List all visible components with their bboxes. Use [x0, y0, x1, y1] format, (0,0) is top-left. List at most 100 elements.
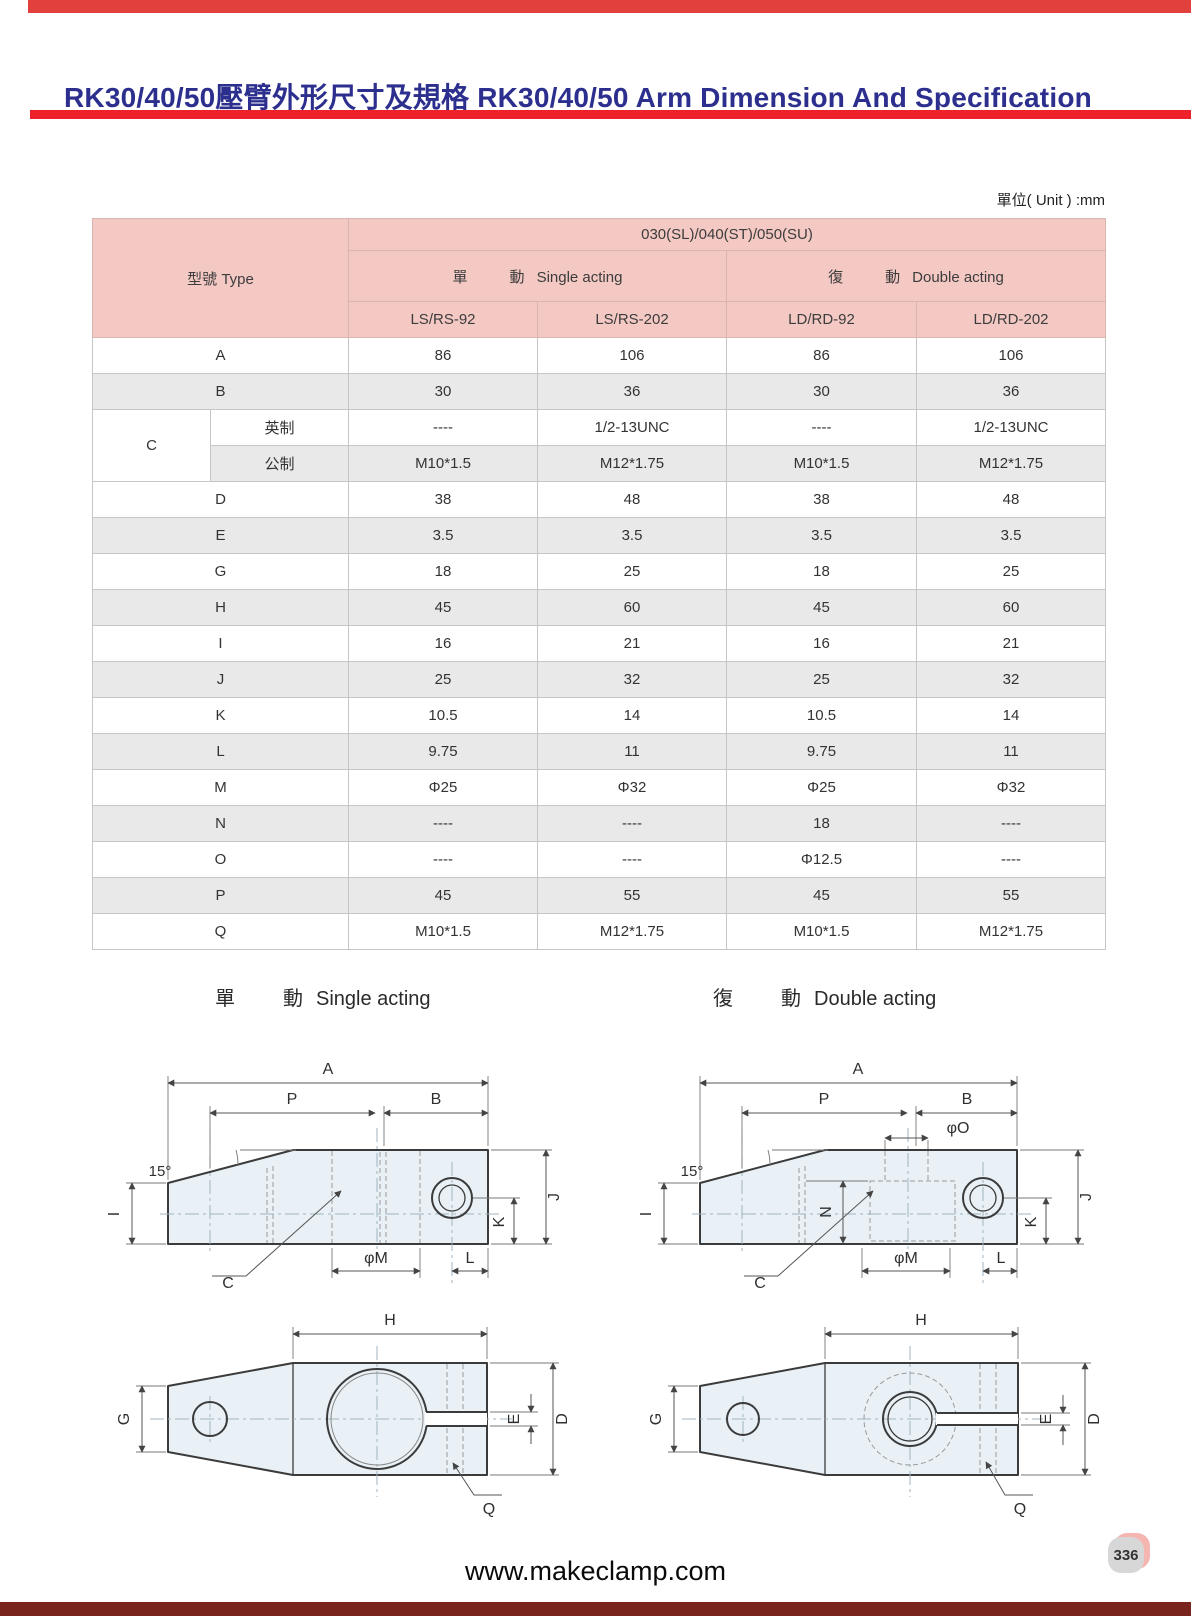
row-label-cell: G [92, 553, 349, 590]
bottom-maroon-bar [0, 1602, 1191, 1616]
dim-label-D: D [554, 1413, 571, 1425]
spec-value-cell: 16 [726, 625, 917, 662]
spec-value-cell: Φ32 [537, 769, 727, 806]
spec-value-cell: Φ25 [726, 769, 917, 806]
spec-value-cell: 9.75 [348, 733, 538, 770]
table-row: D 38 48 38 48 [92, 481, 1106, 518]
single-acting-top-view: H G D E Q [116, 1312, 571, 1518]
table-row: L 9.75 11 9.75 11 [92, 733, 1106, 770]
double-acting-cn1: 復 [828, 268, 844, 286]
spec-value-cell: ---- [537, 841, 727, 878]
dim-label-G: G [116, 1413, 133, 1425]
spec-value-cell: 86 [726, 337, 917, 374]
dim-label-Q: Q [1014, 1501, 1026, 1518]
spec-value-cell: M10*1.5 [726, 913, 917, 950]
spec-value-cell: 48 [537, 481, 727, 518]
dim-label-H: H [915, 1312, 927, 1329]
spec-value-cell: M10*1.5 [348, 445, 538, 482]
clamp-bolt-hole [431, 1177, 473, 1219]
page-number-badge: 336 [1108, 1533, 1152, 1575]
model-column-header: LD/RD-202 [916, 301, 1106, 338]
dim-label-H: H [384, 1312, 396, 1329]
dim-label-L: L [997, 1250, 1006, 1267]
spec-value-cell: 32 [537, 661, 727, 698]
title-underline-rule [30, 110, 1191, 119]
spec-value-cell: 36 [537, 373, 727, 410]
spec-value-cell: 48 [916, 481, 1106, 518]
page-title: RK30/40/50壓臂外形尺寸及規格 RK30/40/50 Arm Dimen… [64, 81, 1092, 113]
dim-label-J: J [1078, 1193, 1095, 1201]
row-label-cell: M [92, 769, 349, 806]
double-acting-top-view: H G D E Q [648, 1312, 1103, 1518]
spec-value-cell: 18 [348, 553, 538, 590]
single-acting-side-view: A P B 15° I J K C φM L [106, 1061, 563, 1292]
row-sublabel-cell: 英制 [210, 409, 349, 446]
spec-value-cell: Φ32 [916, 769, 1106, 806]
spec-value-cell: 86 [348, 337, 538, 374]
spec-value-cell: 10.5 [726, 697, 917, 734]
spec-value-cell: M12*1.75 [916, 445, 1106, 482]
dim-label-E: E [506, 1414, 523, 1425]
spec-value-cell: M10*1.5 [726, 445, 917, 482]
type-header-cell: 型號 Type [92, 218, 349, 338]
spec-value-cell: Φ25 [348, 769, 538, 806]
spec-table-container: 型號 Type 030(SL)/040(ST)/050(SU) 單 動 Single… [92, 218, 1106, 950]
spec-value-cell: 11 [537, 733, 727, 770]
spec-value-cell: 32 [916, 661, 1106, 698]
spec-value-cell: 3.5 [537, 517, 727, 554]
spec-value-cell: 55 [916, 877, 1106, 914]
dim-label-K: K [1023, 1216, 1040, 1227]
model-column-header: LS/RS-202 [537, 301, 727, 338]
spec-value-cell: M12*1.75 [537, 445, 727, 482]
dim-label-phiM: φM [894, 1250, 918, 1267]
single-acting-cn2: 動 [509, 268, 525, 286]
double-acting-side-view: A P B φO 15° I J K N C φM L [638, 1061, 1095, 1292]
spec-value-cell: 38 [726, 481, 917, 518]
dim-label-P: P [287, 1091, 298, 1108]
table-header-row-models: LS/RS-92 LS/RS-202 LD/RD-92 LD/RD-202 [93, 301, 1106, 338]
table-row: Q M10*1.5 M12*1.75 M10*1.5 M12*1.75 [92, 913, 1106, 950]
dim-label-I: I [106, 1212, 123, 1216]
dim-label-B: B [431, 1091, 442, 1108]
dim-label-P: P [819, 1091, 830, 1108]
page-number: 336 [1108, 1537, 1144, 1573]
model-column-header: LD/RD-92 [726, 301, 917, 338]
spec-value-cell: ---- [916, 805, 1106, 842]
spec-value-cell: 45 [348, 877, 538, 914]
spec-value-cell: 30 [348, 373, 538, 410]
spec-value-cell: 45 [726, 589, 917, 626]
table-row: N ---- ---- 18 ---- [92, 805, 1106, 842]
spec-value-cell: 25 [726, 661, 917, 698]
row-label-cell: C [92, 409, 211, 482]
double-acting-cn2: 動 [885, 268, 901, 286]
spec-value-cell: 45 [348, 589, 538, 626]
spec-value-cell: 55 [537, 877, 727, 914]
row-label-cell: A [92, 337, 349, 374]
single-acting-section-title: 單動 Single acting [215, 988, 431, 1010]
dim-label-phiM: φM [364, 1250, 388, 1267]
table-row: E 3.5 3.5 3.5 3.5 [92, 517, 1106, 554]
pivot-hole [192, 1401, 228, 1437]
unit-label: 單位( Unit ) :mm [996, 192, 1105, 209]
spec-value-cell: 14 [916, 697, 1106, 734]
spec-value-cell: ---- [348, 841, 538, 878]
spec-value-cell: 21 [916, 625, 1106, 662]
dim-label-angle: 15° [681, 1163, 704, 1180]
spec-value-cell: 36 [916, 373, 1106, 410]
row-label-cell: B [92, 373, 349, 410]
dim-label-G: G [648, 1413, 665, 1425]
dim-label-Q: Q [483, 1501, 495, 1518]
dim-label-angle: 15° [149, 1163, 172, 1180]
spec-value-cell: 45 [726, 877, 917, 914]
spec-value-cell: ---- [348, 409, 538, 446]
spec-value-cell: 106 [916, 337, 1106, 374]
table-row: J 25 32 25 32 [92, 661, 1106, 698]
spec-value-cell: Φ12.5 [726, 841, 917, 878]
single-acting-header-cell: 單 動 Single acting [348, 250, 727, 302]
row-label-cell: J [92, 661, 349, 698]
dim-label-A: A [323, 1061, 334, 1078]
row-label-cell: E [92, 517, 349, 554]
table-row: H 45 60 45 60 [92, 589, 1106, 626]
spec-value-cell: ---- [726, 409, 917, 446]
spec-value-cell: M10*1.5 [348, 913, 538, 950]
